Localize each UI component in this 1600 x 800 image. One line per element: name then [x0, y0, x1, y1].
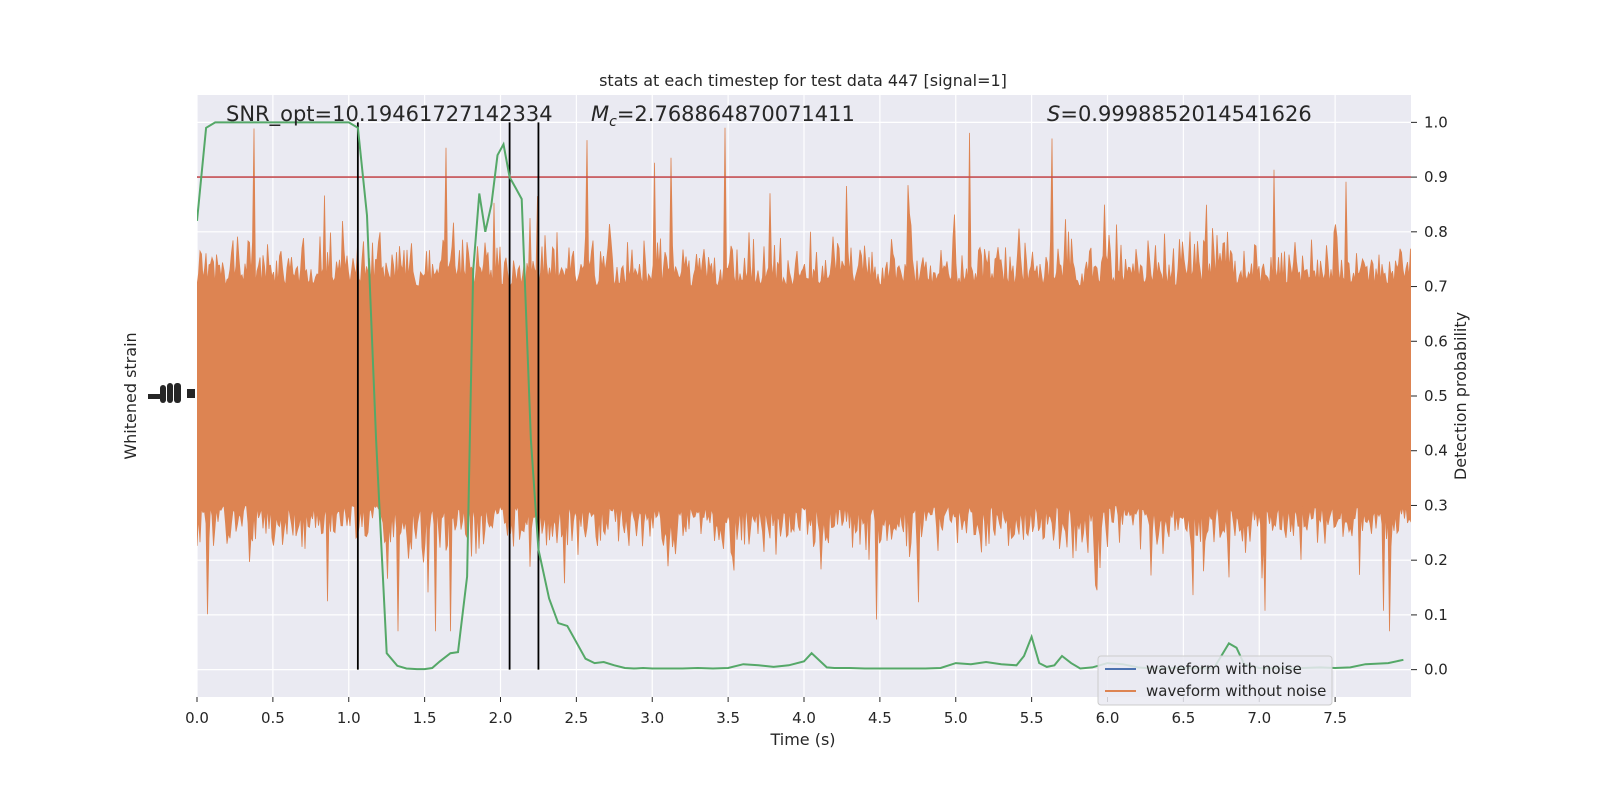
legend-label-with-noise: waveform with noise	[1146, 660, 1302, 678]
right-axis-ticks: 0.0 0.1 0.2 0.3 0.4 0.5 0.6 0.7 0.8 0.9 1.0	[1411, 113, 1448, 679]
noise-strain-series	[197, 127, 1411, 632]
y-tick-label: 0.3	[1424, 496, 1448, 514]
noise-upper-envelope	[197, 127, 1411, 288]
chirp-mass-annotation: Mc=2.768864870071411	[591, 102, 855, 130]
x-tick-label: 6.0	[1096, 709, 1120, 727]
y-tick-label: 1.0	[1424, 113, 1448, 131]
left-axis-label: Whitened strain	[121, 332, 140, 459]
y-tick-label: 0.7	[1424, 278, 1448, 296]
x-tick-label: 2.5	[564, 709, 588, 727]
noise-band-core	[197, 286, 1411, 506]
x-tick-label: 5.0	[944, 709, 968, 727]
x-axis-ticks: 0.0 0.5 1.0 1.5 2.0 2.5 3.0 3.5 4.0 4.5 5.0 5.5 6.0 6…	[185, 697, 1347, 727]
chart-title: stats at each timestep for test data 447…	[599, 71, 1007, 90]
x-tick-label: 1.0	[337, 709, 361, 727]
y-tick-label: 0.0	[1424, 661, 1448, 679]
x-tick-label: 5.5	[1020, 709, 1044, 727]
x-tick-label: 2.0	[489, 709, 513, 727]
x-tick-label: 7.5	[1323, 709, 1347, 727]
y-tick-label: 0.5	[1424, 387, 1448, 405]
x-tick-label: 1.5	[413, 709, 437, 727]
x-tick-label: 4.5	[868, 709, 892, 727]
event-markers	[356, 122, 540, 670]
legend: waveform with noise waveform without noi…	[1097, 655, 1333, 706]
y-tick-label: 0.8	[1424, 223, 1448, 241]
snr-annotation: SNR_opt=10.19461727142334	[226, 102, 553, 127]
y-tick-label: 0.2	[1424, 551, 1448, 569]
y-tick-label: 0.6	[1424, 332, 1448, 350]
x-tick-label: 4.0	[792, 709, 816, 727]
right-axis-label: Detection probability	[1451, 312, 1470, 480]
y-tick-label: 0.9	[1424, 168, 1448, 186]
x-axis-label: Time (s)	[769, 730, 835, 749]
x-tick-label: 3.5	[716, 709, 740, 727]
y-tick-label: 0.1	[1424, 606, 1448, 624]
x-tick-label: 0.5	[261, 709, 285, 727]
x-tick-label: 6.5	[1171, 709, 1195, 727]
score-annotation: S=0.9998852014541626	[1047, 102, 1312, 126]
y-tick-label: 0.4	[1424, 442, 1448, 460]
legend-box	[1097, 655, 1333, 706]
x-tick-label: 0.0	[185, 709, 209, 727]
x-tick-label: 7.0	[1247, 709, 1271, 727]
x-tick-label: 3.0	[640, 709, 664, 727]
legend-label-without-noise: waveform without noise	[1146, 682, 1326, 700]
noise-lower-envelope	[197, 504, 1411, 632]
left-axis-collapsed-ticks	[148, 383, 195, 403]
